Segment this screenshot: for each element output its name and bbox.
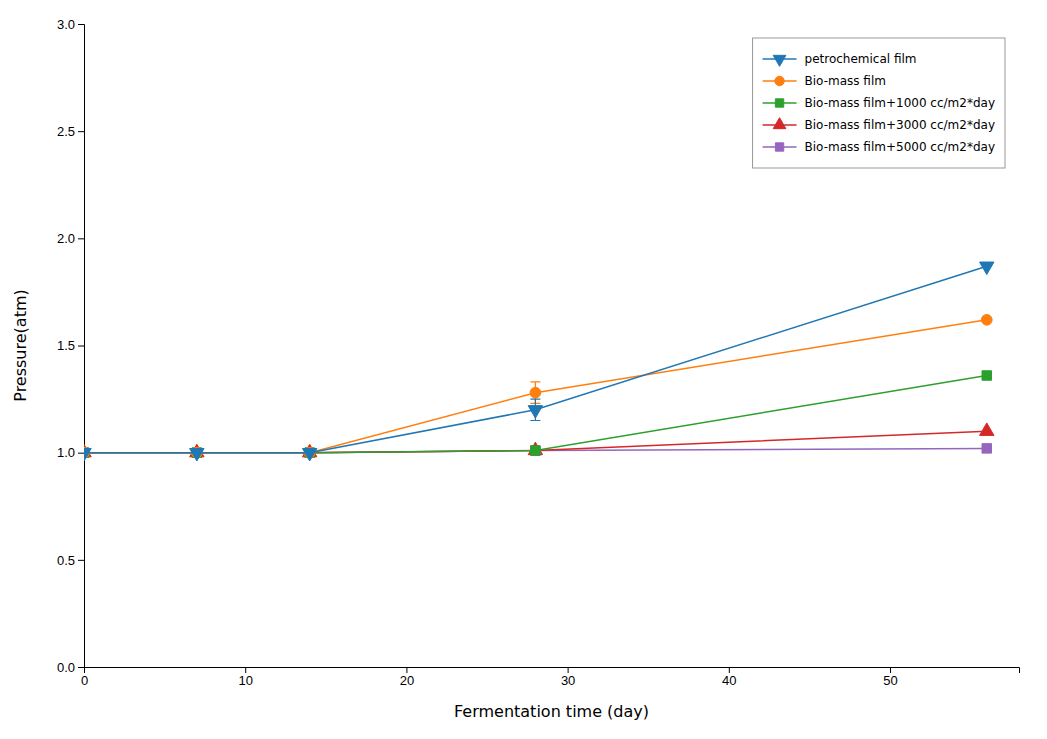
tick: 3.0 xyxy=(57,17,84,32)
tick-label: 3.0 xyxy=(57,17,75,32)
series xyxy=(84,371,992,458)
tick-label: 50 xyxy=(883,673,897,688)
tick-label: 1.5 xyxy=(57,338,75,353)
tick-mark xyxy=(78,346,84,347)
legend-marker xyxy=(775,99,783,107)
tick-label: 30 xyxy=(561,673,575,688)
tick: 0.0 xyxy=(57,660,84,675)
marks xyxy=(84,262,994,461)
legend-label: Bio-mass film+3000 cc/m2*day xyxy=(805,118,995,132)
tick-mark xyxy=(406,667,407,673)
series-line xyxy=(84,266,987,452)
legend-marker xyxy=(773,55,786,66)
tick-label: 0.0 xyxy=(57,660,75,675)
tick-mark xyxy=(245,667,246,673)
x-axis-title: Fermentation time (day) xyxy=(454,702,649,721)
tick-mark xyxy=(78,667,84,668)
axis-line xyxy=(85,668,1020,674)
y-axis-title: Pressure(atm) xyxy=(11,289,30,401)
series-line xyxy=(84,320,987,453)
tick-label: 0 xyxy=(81,673,88,688)
tick: 0.5 xyxy=(57,552,84,567)
y-axis: 0.0 0.5 1.0 1.5 2.0 2.5 3.0 xyxy=(57,17,85,675)
tick: 1.0 xyxy=(57,445,84,460)
tick: 2.5 xyxy=(57,124,84,139)
legend-item: Bio-mass film xyxy=(763,74,886,88)
tick-label: 10 xyxy=(238,673,252,688)
marker xyxy=(982,444,991,453)
marker xyxy=(302,449,316,461)
legend-item: Bio-mass film+5000 cc/m2*day xyxy=(763,140,995,154)
tick-label: 40 xyxy=(722,673,736,688)
legend-label: petrochemical film xyxy=(805,52,917,66)
tick-label: 0.5 xyxy=(57,552,75,567)
series-line xyxy=(84,376,987,453)
tick-label: 20 xyxy=(400,673,414,688)
legend-item: Bio-mass film+3000 cc/m2*day xyxy=(763,118,995,133)
marker xyxy=(528,406,542,418)
series xyxy=(84,262,994,461)
plot-area: 0 10 20 30 40 50 0.0 0.5 1.0 1.5 2.0 2.5 3.0 petroche… xyxy=(57,17,1020,689)
marker xyxy=(190,449,204,461)
tick-mark xyxy=(78,24,84,25)
tick: 50 xyxy=(883,667,897,688)
tick-label: 2.0 xyxy=(57,231,75,246)
tick-mark xyxy=(729,667,730,673)
marker xyxy=(982,371,991,380)
marker xyxy=(981,314,992,325)
marker xyxy=(980,262,994,274)
tick-label: 2.5 xyxy=(57,124,75,139)
tick-mark xyxy=(568,667,569,673)
tick: 20 xyxy=(400,667,414,688)
legend-item: Bio-mass film+1000 cc/m2*day xyxy=(763,96,995,110)
tick-mark xyxy=(78,560,84,561)
series xyxy=(84,444,992,458)
tick-mark xyxy=(78,238,84,239)
legend-label: Bio-mass film+5000 cc/m2*day xyxy=(805,140,995,154)
marker xyxy=(84,449,91,461)
chart: 0 10 20 30 40 50 0.0 0.5 1.0 1.5 2.0 2.5 3.0 petroche… xyxy=(0,0,1047,739)
tick: 40 xyxy=(722,667,736,688)
x-axis: 0 10 20 30 40 50 xyxy=(81,667,1020,688)
tick: 30 xyxy=(561,667,575,688)
series xyxy=(84,314,992,458)
marker xyxy=(528,442,542,454)
legend-frame xyxy=(753,38,1005,168)
legend-marker xyxy=(775,76,784,85)
legend: petrochemical film Bio-mass film Bio-mass … xyxy=(753,38,1005,168)
axis-line xyxy=(78,25,85,668)
legend-item: petrochemical film xyxy=(763,52,917,66)
marker xyxy=(531,446,540,455)
legend-label: Bio-mass film+1000 cc/m2*day xyxy=(805,96,995,110)
legend-marker xyxy=(773,118,786,129)
marker xyxy=(530,387,541,398)
tick-label: 1.0 xyxy=(57,445,75,460)
tick: 0 xyxy=(81,667,88,688)
legend-label: Bio-mass film xyxy=(805,74,886,88)
legend-marker xyxy=(775,143,783,151)
marker xyxy=(980,423,994,435)
series xyxy=(84,423,994,457)
tick-mark xyxy=(78,131,84,132)
tick: 1.5 xyxy=(57,338,84,353)
tick-mark xyxy=(78,453,84,454)
tick: 10 xyxy=(238,667,252,688)
tick: 2.0 xyxy=(57,231,84,246)
marker xyxy=(531,446,540,455)
tick-mark xyxy=(890,667,891,673)
